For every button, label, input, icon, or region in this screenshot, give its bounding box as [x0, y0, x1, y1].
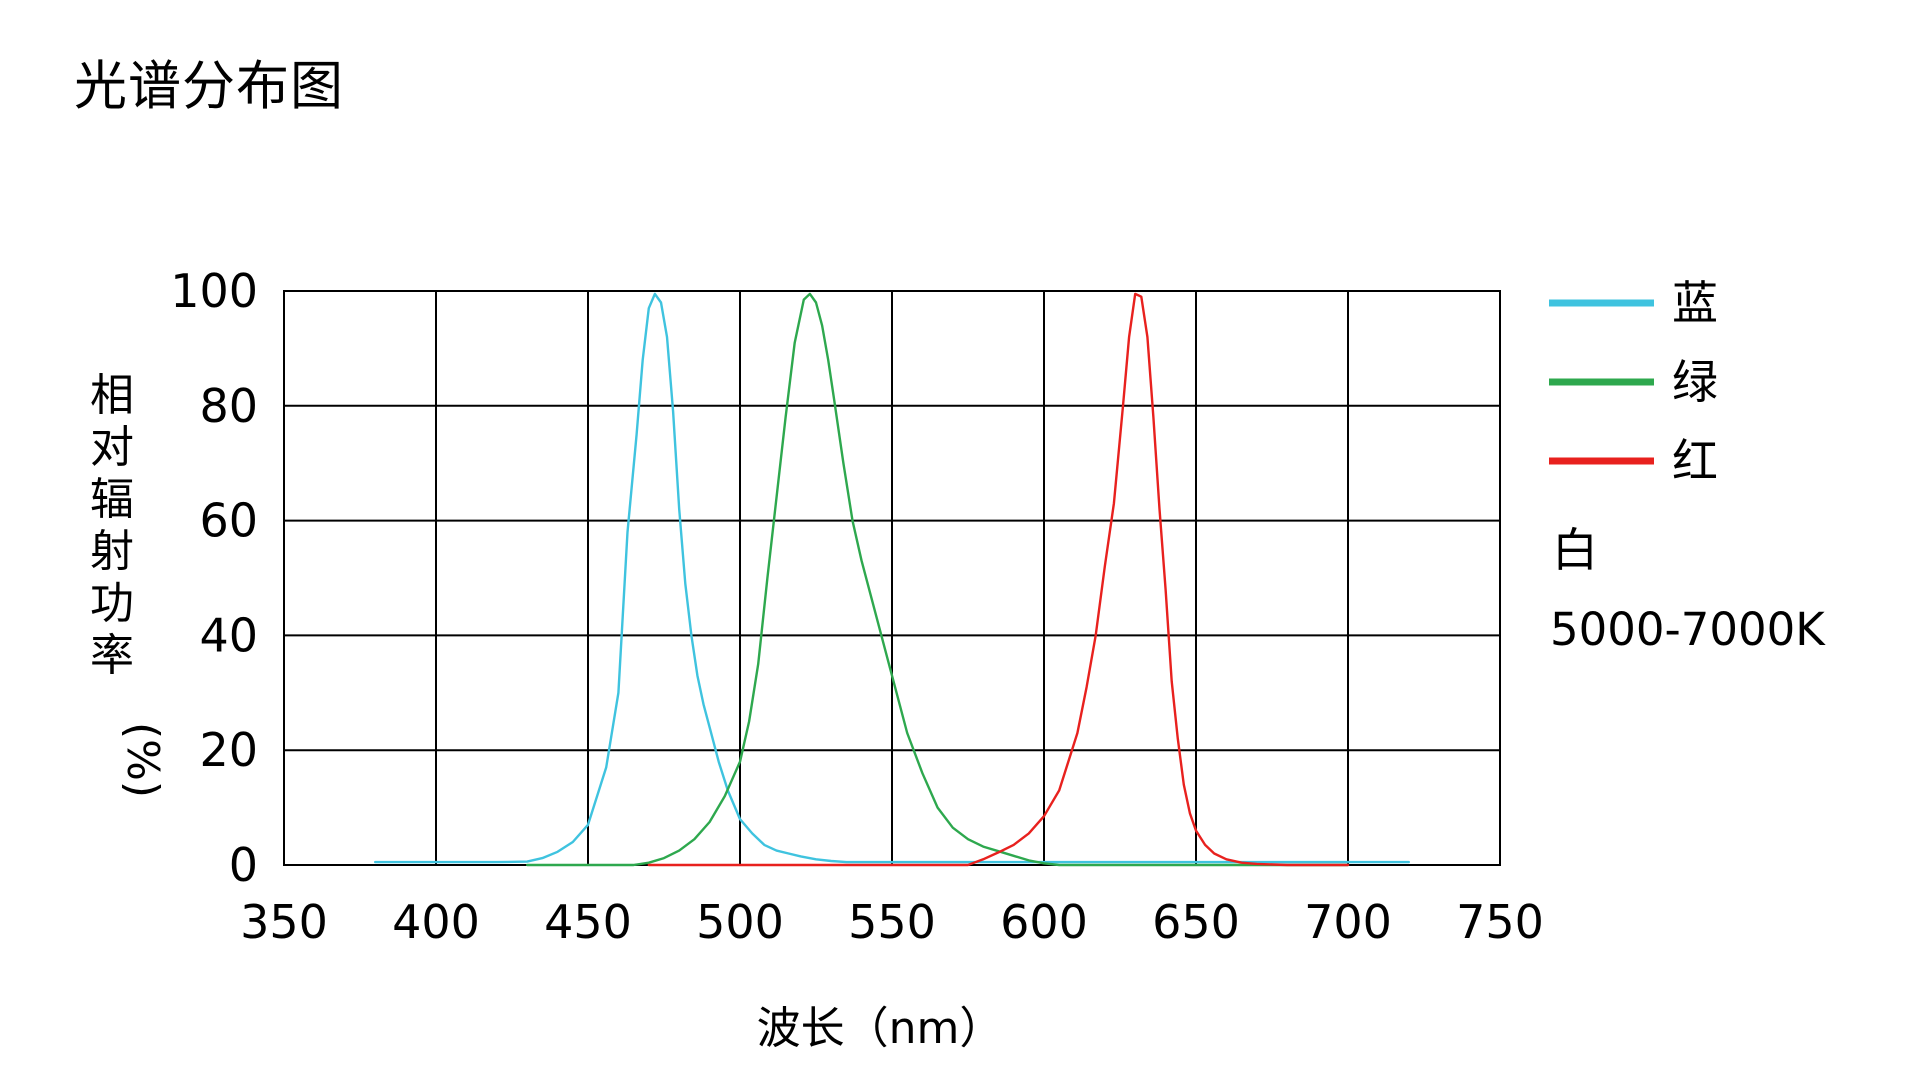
y-axis-title: 相对辐射功率: [90, 370, 134, 681]
series-line-1: [374, 292, 1411, 864]
x-tick-label: 500: [696, 895, 784, 949]
white-light-label: 白: [1552, 523, 1598, 577]
legend-label-3: 红: [1672, 434, 1718, 488]
y-tick-label: 40: [199, 608, 258, 662]
x-tick-label: 550: [848, 895, 936, 949]
x-tick-label: 700: [1304, 895, 1392, 949]
series-layer: [374, 292, 1411, 867]
legend-label-2: 绿: [1672, 355, 1718, 409]
x-tick-label: 450: [544, 895, 632, 949]
y-tick-label: 100: [170, 264, 258, 318]
x-axis-ticks: 350 400 450 500 550 600 650 700 750: [240, 895, 1544, 949]
y-tick-label: 60: [199, 494, 258, 548]
x-tick-label: 650: [1152, 895, 1240, 949]
x-tick-label: 350: [240, 895, 328, 949]
x-axis-title: 波长（nm）: [757, 1003, 1004, 1054]
legend-label-1: 蓝: [1672, 276, 1718, 330]
x-tick-label: 400: [392, 895, 480, 949]
legend: 蓝绿红: [1549, 276, 1718, 488]
chart-title: 光谱分布图: [74, 56, 344, 117]
x-tick-label: 750: [1456, 895, 1544, 949]
x-tick-label: 600: [1000, 895, 1088, 949]
y-tick-label: 0: [229, 838, 258, 892]
color-temperature-label: 5000-7000K: [1550, 603, 1826, 656]
series-line-3: [647, 292, 1350, 867]
y-tick-label: 80: [199, 379, 258, 433]
grid: [284, 291, 1500, 865]
y-tick-label: 20: [199, 723, 258, 777]
y-axis-ticks: 0 20 40 60 80 100: [170, 264, 258, 892]
series-line-2: [526, 292, 1350, 867]
y-axis-unit: (%): [117, 722, 168, 798]
